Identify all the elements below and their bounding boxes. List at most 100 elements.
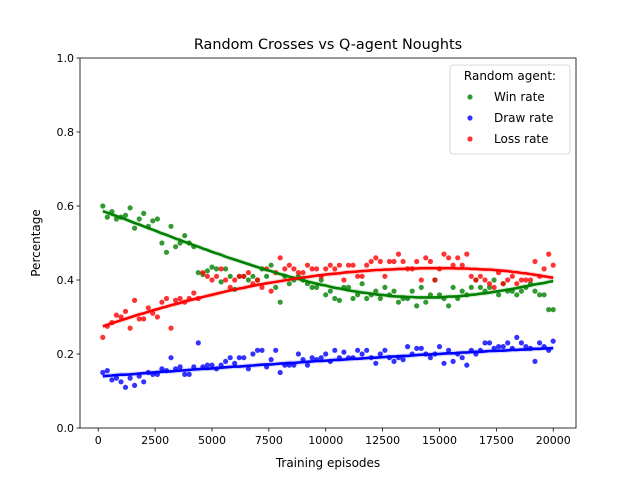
draw-rate-point: [359, 351, 365, 357]
win-rate-point: [163, 249, 170, 255]
loss-rate-point: [505, 277, 511, 283]
loss-rate-point: [491, 284, 497, 290]
legend-box: [449, 64, 571, 155]
legend-label-loss: Loss rate: [494, 132, 549, 146]
x-tick-label: 10000: [308, 434, 343, 447]
draw-rate-point: [277, 369, 283, 376]
win-rate-point: [327, 288, 333, 294]
win-rate-point: [168, 223, 174, 229]
win-rate-point: [141, 210, 147, 216]
draw-rate-point: [332, 347, 338, 353]
draw-rate-point: [127, 375, 133, 381]
win-rate-point: [377, 295, 383, 302]
loss-rate-point: [295, 270, 301, 276]
plot-frame: [79, 57, 577, 429]
win-rate-point: [309, 284, 315, 290]
loss-rate-point: [218, 266, 224, 272]
loss-rate-point: [514, 281, 520, 287]
win-rate-point: [154, 216, 160, 222]
draw-rate-point: [236, 355, 242, 361]
win-rate-point: [182, 233, 188, 239]
legend-label-win: Win rate: [494, 90, 545, 104]
draw-rate-point: [414, 345, 420, 351]
loss-rate-point: [136, 316, 142, 322]
draw-rate-point: [227, 355, 233, 361]
chart-title: Random Crosses vs Q-agent Noughts: [194, 37, 462, 53]
y-tick-label: 0.4: [57, 274, 75, 287]
win-rate-point: [491, 277, 497, 283]
loss-rate-point: [232, 277, 238, 283]
draw-rate-point: [159, 366, 165, 372]
loss-rate-point: [127, 325, 133, 331]
loss-rate-point: [168, 325, 174, 331]
win-rate-point: [213, 266, 220, 272]
draw-rate-point: [268, 357, 274, 363]
loss-rate-point: [350, 262, 356, 268]
draw-rate-point: [382, 347, 388, 353]
loss-rate-point: [423, 255, 429, 261]
loss-rate-point: [154, 314, 160, 320]
win-rate-point: [223, 266, 229, 272]
win-rate-point: [446, 303, 452, 309]
win-rate-fit-line: [102, 209, 554, 299]
x-tick-label: 20000: [536, 434, 571, 447]
loss-rate-point: [418, 277, 424, 283]
loss-rate-point: [446, 255, 452, 261]
loss-rate-point: [482, 277, 488, 283]
draw-rate-point: [209, 362, 215, 368]
y-tick-label: 0.0: [57, 422, 75, 435]
draw-rate-point: [486, 340, 493, 346]
loss-rate-point: [455, 255, 461, 261]
loss-rate-point: [173, 297, 179, 303]
win-rate-point: [332, 295, 338, 302]
draw-rate-point: [309, 355, 315, 361]
loss-rate-point: [550, 262, 556, 268]
draw-rate-point: [405, 344, 411, 350]
draw-rate-point: [186, 371, 192, 377]
loss-rate-point: [259, 284, 265, 290]
loss-rate-point: [336, 262, 342, 268]
loss-rate-point: [477, 273, 483, 279]
win-rate-point: [409, 288, 415, 294]
loss-rate-point: [323, 266, 329, 272]
win-rate-point: [373, 288, 379, 294]
loss-rate-point: [509, 273, 515, 279]
loss-rate-point: [236, 273, 242, 279]
loss-rate-point: [414, 258, 420, 265]
loss-rate-point: [441, 251, 447, 257]
draw-rate-point: [104, 368, 110, 374]
loss-rate-point: [382, 273, 388, 279]
draw-rate-point: [482, 340, 488, 346]
loss-rate-point: [546, 251, 552, 257]
loss-rate-point: [486, 281, 493, 287]
draw-rate-point: [523, 344, 529, 350]
draw-rate-point: [505, 340, 511, 346]
draw-rate-point: [459, 355, 465, 361]
draw-rate-point: [364, 347, 370, 353]
win-rate-point: [414, 303, 420, 309]
loss-rate-point: [223, 277, 229, 283]
win-rate-point: [104, 214, 110, 220]
win-rate-point: [227, 273, 233, 279]
win-rate-point: [122, 212, 129, 218]
win-rate-point: [100, 203, 106, 209]
loss-rate-point: [327, 262, 333, 268]
win-rate-point: [364, 295, 370, 302]
win-rate-point: [268, 262, 274, 268]
loss-rate-point: [100, 334, 106, 340]
loss-rate-point: [400, 258, 406, 265]
draw-rate-point: [518, 340, 525, 346]
win-rate-point: [546, 307, 552, 313]
y-tick-label: 0.2: [57, 348, 75, 361]
x-axis-ticks: 0 2500 5000 7500 10000 12500 15000 17500 20000: [95, 428, 571, 447]
win-rate-point: [395, 299, 402, 305]
win-rate-point: [418, 284, 424, 290]
loss-rate-point: [473, 277, 479, 283]
win-rate-point: [250, 273, 256, 279]
loss-rate-point: [132, 297, 138, 303]
loss-rate-point: [345, 262, 352, 268]
x-tick-label: 2500: [141, 434, 169, 447]
win-rate-point: [518, 288, 525, 294]
loss-rate-point: [368, 258, 374, 265]
